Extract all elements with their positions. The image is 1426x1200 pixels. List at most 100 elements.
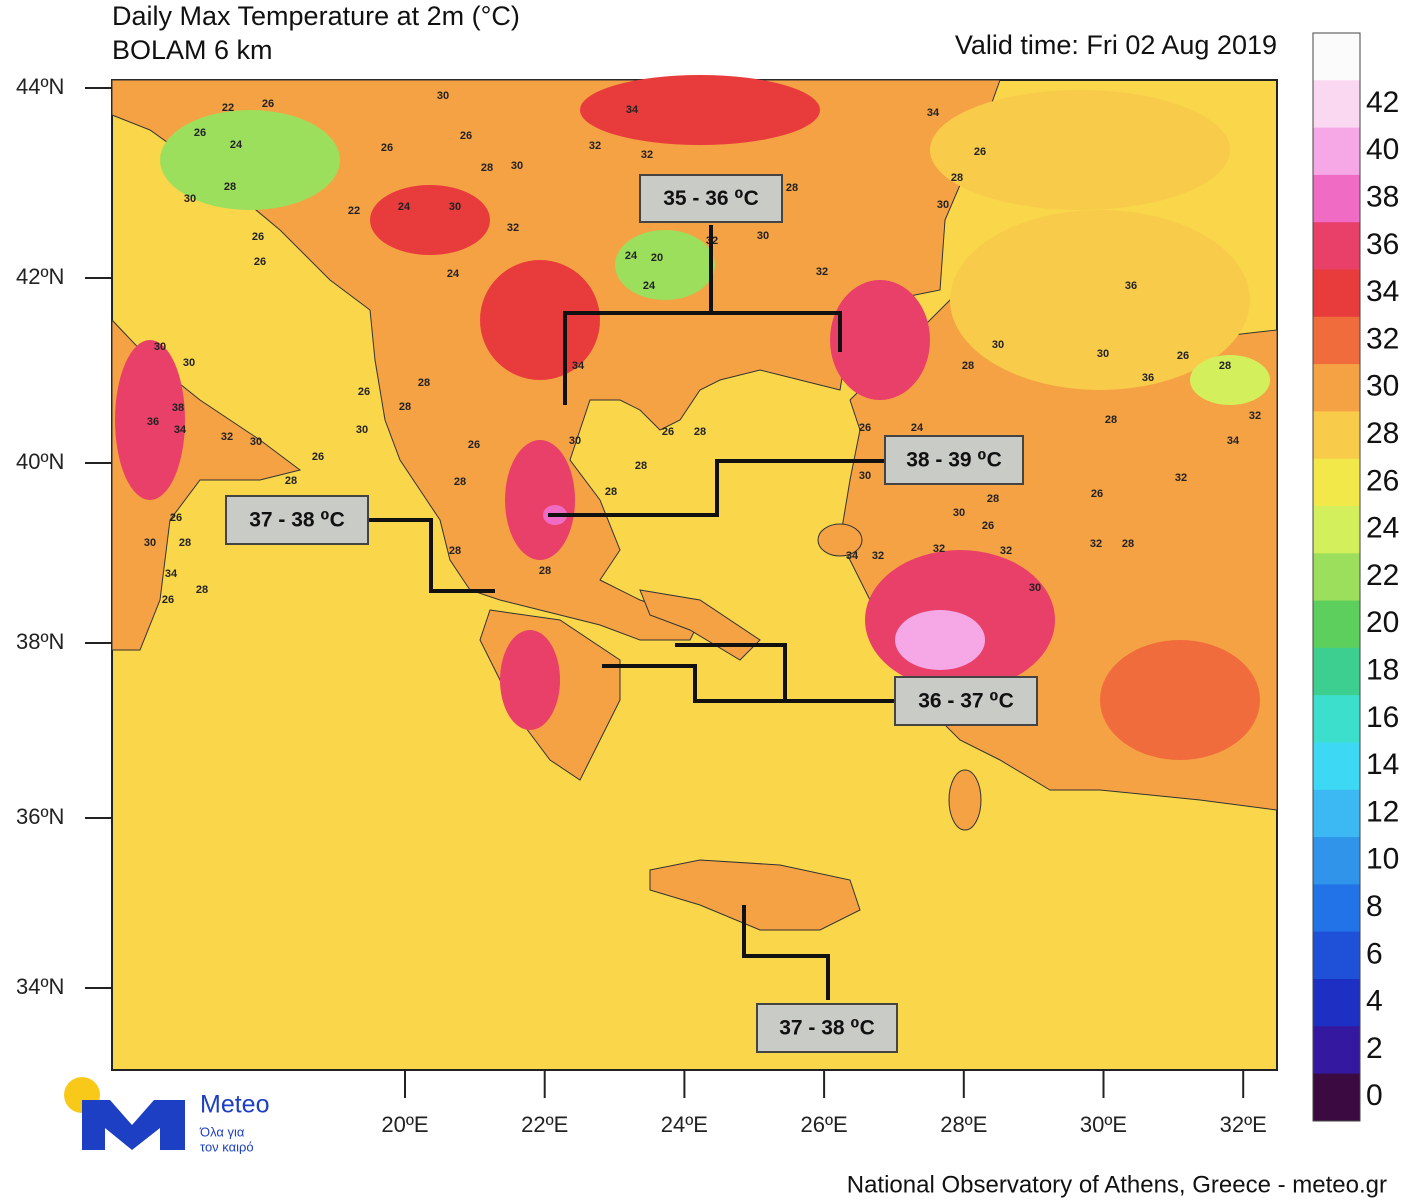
cool-areas [160, 90, 1270, 405]
contour-label: 34 [846, 550, 859, 562]
lon-label: 30ºE [1080, 1112, 1127, 1137]
contour-label: 22 [348, 205, 360, 217]
mild-area [930, 90, 1230, 210]
colorbar-label: 40 [1366, 133, 1399, 166]
contour-label: 30 [937, 199, 949, 211]
contour-label: 30 [183, 357, 195, 369]
contour-label: 30 [1029, 582, 1041, 594]
colorbar-label: 28 [1366, 417, 1399, 450]
colorbar-label: 42 [1366, 86, 1399, 119]
colorbar-label: 12 [1366, 795, 1399, 828]
contour-labels: 22 26 30 26 24 26 28 30 26 22 24 30 32 26 26 24 28 30 34 32… [144, 90, 1261, 606]
contour-label: 28 [635, 460, 647, 472]
hot-area [500, 630, 560, 730]
annotation-text: 36 - 37 ⁰C [918, 690, 1014, 713]
colorbar-swatch [1313, 1073, 1360, 1122]
logo: Meteo Όλα για τον καιρό [64, 1077, 269, 1154]
colorbar-label: 26 [1366, 464, 1399, 497]
colorbar-swatch [1313, 506, 1360, 554]
annotation-text: 37 - 38 ⁰C [249, 509, 345, 532]
logo-tagline: τον καιρό [200, 1139, 254, 1154]
colorbar-swatch [1313, 364, 1360, 412]
contour-label: 26 [460, 130, 472, 142]
leader-line [742, 905, 830, 1000]
contour-label: 32 [1175, 472, 1187, 484]
contour-label: 28 [399, 401, 411, 413]
colorbar-label: 4 [1366, 985, 1383, 1018]
hot-area [480, 260, 600, 380]
rhodes [948, 769, 982, 831]
contour-label: 26 [381, 142, 393, 154]
lat-label: 40ºN [16, 449, 64, 474]
colorbar-swatch [1313, 222, 1360, 270]
leader-line [548, 459, 885, 517]
contour-label: 36 [1142, 372, 1154, 384]
contour-label: 26 [162, 594, 174, 606]
colorbar-label: 0 [1366, 1079, 1383, 1112]
lat-label: 42ºN [16, 264, 64, 289]
lon-label: 32ºE [1220, 1112, 1267, 1137]
contour-label: 36 [147, 416, 159, 428]
contour-label: 30 [569, 435, 581, 447]
contour-label: 30 [449, 201, 461, 213]
colorbar-swatch [1313, 600, 1360, 649]
lon-label: 22ºE [521, 1112, 568, 1137]
contour-label: 26 [468, 439, 480, 451]
colorbar-label: 2 [1366, 1032, 1383, 1065]
contour-label: 24 [230, 139, 243, 151]
colorbar-frame [1312, 32, 1361, 1122]
contour-label: 30 [859, 470, 871, 482]
hot-area [370, 185, 490, 255]
contour-label: 32 [589, 140, 601, 152]
colorbar-label: 38 [1366, 180, 1399, 213]
valid-time: Valid time: Fri 02 Aug 2019 [955, 30, 1277, 60]
colorbar-label: 24 [1366, 512, 1399, 545]
contour-label: 26 [662, 426, 674, 438]
colorbar-label: 10 [1366, 843, 1399, 876]
contour-label: 26 [194, 127, 206, 139]
contour-label: 32 [816, 266, 828, 278]
lon-label: 24ºE [661, 1112, 708, 1137]
contour-label: 32 [933, 543, 945, 555]
annotation-box [639, 174, 783, 223]
leader-line [368, 518, 495, 593]
hot-area [895, 610, 985, 670]
colorbar-label: 32 [1366, 322, 1399, 355]
colorbar-label: 34 [1366, 275, 1399, 308]
colorbar-swatch [1313, 931, 1360, 980]
contour-label: 28 [418, 377, 430, 389]
leader-line [711, 311, 842, 352]
colorbar-swatch [1313, 80, 1360, 129]
contour-label: 30 [953, 507, 965, 519]
hot-areas [115, 75, 1260, 760]
contour-label: 32 [507, 222, 519, 234]
contour-label: 34 [626, 104, 639, 116]
contour-label: 32 [1090, 538, 1102, 550]
contour-label: 28 [179, 537, 191, 549]
colorbar-swatch [1313, 458, 1360, 507]
colorbar-swatch [1313, 742, 1360, 791]
annotation-box [756, 1003, 898, 1053]
contour-label: 34 [927, 107, 940, 119]
hot-area [505, 440, 575, 560]
contour-label: 34 [572, 360, 585, 372]
contour-label: 28 [539, 565, 551, 577]
contour-label: 30 [144, 537, 156, 549]
colorbar-label: 22 [1366, 559, 1399, 592]
colorbar-swatch [1313, 174, 1360, 223]
logo-tagline: Όλα για [199, 1124, 245, 1139]
colorbar-label: 14 [1366, 748, 1399, 781]
contour-label: 26 [982, 520, 994, 532]
contour-label: 28 [224, 181, 236, 193]
contour-label: 38 [172, 402, 184, 414]
colorbar-label: 8 [1366, 890, 1383, 923]
contour-label: 24 [398, 201, 411, 213]
colorbar-label: 36 [1366, 228, 1399, 261]
annotations: 35 - 36 ⁰C 38 - 39 ⁰C 37 - 38 ⁰C 36 - 37 ⁰C… [225, 174, 1038, 1053]
lon-label: 28ºE [940, 1112, 987, 1137]
contour-label: 28 [1105, 414, 1117, 426]
contour-label: 30 [154, 341, 166, 353]
colorbar-swatch [1313, 316, 1360, 365]
colorbar-swatch [1313, 837, 1360, 885]
